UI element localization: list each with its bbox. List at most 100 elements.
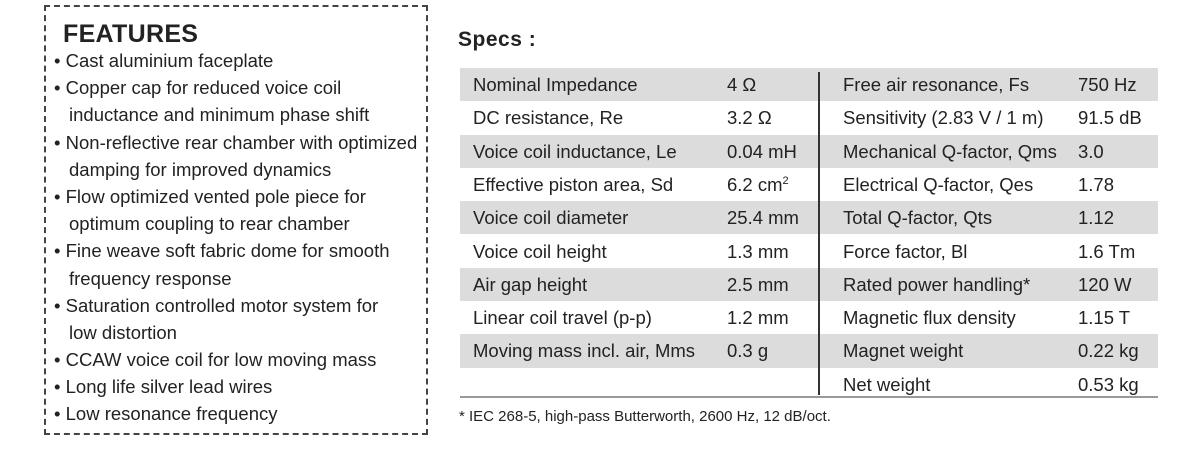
spec-value-text: 3.2 Ω — [727, 107, 772, 129]
feature-text: Flow optimized vented pole piece for — [65, 185, 366, 207]
bullet: • — [54, 349, 66, 371]
spec-value: 0.04 mH — [727, 135, 797, 168]
feature-text: Copper cap for reduced voice coil — [65, 77, 342, 99]
spec-value-text: 120 W — [1078, 273, 1132, 295]
spec-row: DC resistance, Re 3.2 Ω Sensitivity (2.83 … — [460, 101, 1158, 134]
spec-value: 1.15 T — [1078, 301, 1130, 334]
spec-row: Effective piston area, Sd 6.2 cm2 Electric… — [460, 168, 1158, 201]
bullet: • — [54, 403, 66, 425]
spec-label: Magnet weight — [843, 340, 964, 362]
spec-value-text: 1.6 Tm — [1078, 240, 1136, 262]
feature-text: Long life silver lead wires — [65, 376, 273, 398]
features-title: FEATURES — [63, 20, 199, 48]
feature-text: damping for improved dynamics — [69, 158, 332, 180]
spec-value: 2.5 mm — [727, 268, 789, 301]
spec-label: Rated power handling* — [843, 273, 1031, 295]
spec-row: Moving mass incl. air, Mms 0.3 g Magnet we… — [460, 334, 1158, 368]
spec-value-text: 3.0 — [1078, 140, 1104, 162]
feature-text: Non-reflective rear chamber with optimiz… — [65, 131, 418, 153]
bullet: • — [54, 131, 66, 153]
spec-value-superscript: 2 — [782, 174, 789, 187]
column-divider — [818, 72, 820, 395]
features-list: • Cast aluminium faceplate • Copper cap f… — [54, 47, 417, 428]
feature-line: • Flow optimized vented pole piece for — [54, 183, 417, 210]
spec-label: Mechanical Q-factor, Qms — [843, 140, 1057, 162]
spec-value-text: 0.22 kg — [1078, 340, 1139, 362]
spec-label: Total Q-factor, Qts — [843, 207, 993, 229]
feature-text: Cast aluminium faceplate — [65, 50, 274, 71]
feature-line: frequency response — [54, 265, 417, 292]
spec-value-text: 0.04 mH — [727, 140, 797, 162]
spec-row: Voice coil inductance, Le 0.04 mH Mechanic… — [460, 134, 1158, 168]
spec-label: Effective piston area, Sd — [473, 173, 674, 195]
feature-line: damping for improved dynamics — [54, 156, 417, 183]
bullet: • — [54, 376, 66, 398]
feature-line: • Saturation controlled motor system for — [54, 292, 417, 319]
feature-text: optimum coupling to rear chamber — [69, 213, 350, 235]
bullet: • — [54, 50, 66, 71]
spec-value: 1.3 mm — [727, 235, 789, 268]
spec-value: 750 Hz — [1078, 68, 1137, 101]
feature-line: • Cast aluminium faceplate — [54, 47, 417, 74]
spec-row: Voice coil diameter 25.4 mm Total Q-factor… — [460, 201, 1158, 235]
spec-label: Moving mass incl. air, Mms — [473, 340, 696, 362]
spec-label: Linear coil travel (p-p) — [473, 307, 652, 329]
feature-line: • Long life silver lead wires — [54, 373, 417, 400]
feature-text: frequency response — [69, 267, 232, 289]
feature-line: low distortion — [54, 319, 417, 346]
spec-value-text: 4 Ω — [727, 74, 757, 95]
feature-text: inductance and minimum phase shift — [69, 104, 370, 126]
spec-value: 1.12 — [1078, 201, 1114, 234]
spec-value: 3.0 — [1078, 135, 1104, 168]
spec-label: Electrical Q-factor, Qes — [843, 173, 1034, 195]
feature-text: CCAW voice coil for low moving mass — [65, 349, 377, 371]
feature-text: Fine weave soft fabric dome for smooth — [65, 240, 390, 262]
spec-label: Sensitivity (2.83 V / 1 m) — [843, 107, 1044, 129]
bullet: • — [54, 185, 66, 207]
spec-value: 120 W — [1078, 268, 1131, 301]
feature-text: Low resonance frequency — [65, 403, 278, 425]
feature-line: • Non-reflective rear chamber with optim… — [54, 129, 417, 156]
spec-label: Nominal Impedance — [473, 74, 638, 95]
specs-title: Specs : — [458, 28, 537, 51]
spec-value: 1.2 mm — [727, 301, 789, 334]
spec-value: 25.4 mm — [727, 201, 799, 234]
spec-value: 1.78 — [1078, 168, 1114, 201]
feature-text: low distortion — [69, 321, 177, 343]
spec-label: Air gap height — [473, 273, 588, 295]
feature-line: • CCAW voice coil for low moving mass — [54, 346, 417, 373]
spec-label: Net weight — [843, 373, 931, 395]
spec-label: DC resistance, Re — [473, 107, 624, 129]
feature-line: • Fine weave soft fabric dome for smooth — [54, 237, 417, 264]
spec-value-text: 2.5 mm — [727, 273, 789, 295]
table-bottom-rule — [460, 396, 1158, 398]
spec-label: Voice coil diameter — [473, 207, 629, 229]
spec-row: Nominal Impedance 4 Ω Free air resonance, … — [460, 68, 1158, 102]
spec-value: 4 Ω — [727, 68, 756, 101]
spec-value: 0.22 kg — [1078, 334, 1139, 367]
bullet: • — [54, 294, 66, 316]
spec-value-text: 25.4 mm — [727, 207, 799, 229]
spec-label: Voice coil inductance, Le — [473, 140, 677, 162]
spec-value-text: 1.15 T — [1078, 307, 1131, 329]
spec-row: Net weight 0.53 kg — [460, 368, 1158, 401]
feature-line: inductance and minimum phase shift — [54, 101, 417, 128]
spec-value-text: 1.2 mm — [727, 307, 789, 329]
spec-value: 6.2 cm2 — [727, 168, 789, 201]
spec-value-text: 1.12 — [1078, 207, 1115, 229]
spec-value: 1.6 Tm — [1078, 235, 1135, 268]
feature-line: optimum coupling to rear chamber — [54, 210, 417, 237]
spec-label: Voice coil height — [473, 240, 607, 262]
spec-value-text: 1.78 — [1078, 173, 1115, 195]
feature-line: • Low resonance frequency — [54, 400, 417, 427]
spec-value-text: 1.3 mm — [727, 240, 789, 262]
spec-value-text: 750 Hz — [1078, 74, 1137, 95]
feature-line: • Copper cap for reduced voice coil — [54, 74, 417, 101]
spec-label: Force factor, Bl — [843, 240, 968, 262]
spec-value-text: 0.3 g — [727, 340, 769, 362]
spec-value: 0.3 g — [727, 334, 768, 367]
spec-value: 91.5 dB — [1078, 101, 1142, 134]
bullet: • — [54, 77, 66, 99]
features-box: FEATURES • Cast aluminium faceplate • Cop… — [44, 5, 428, 435]
